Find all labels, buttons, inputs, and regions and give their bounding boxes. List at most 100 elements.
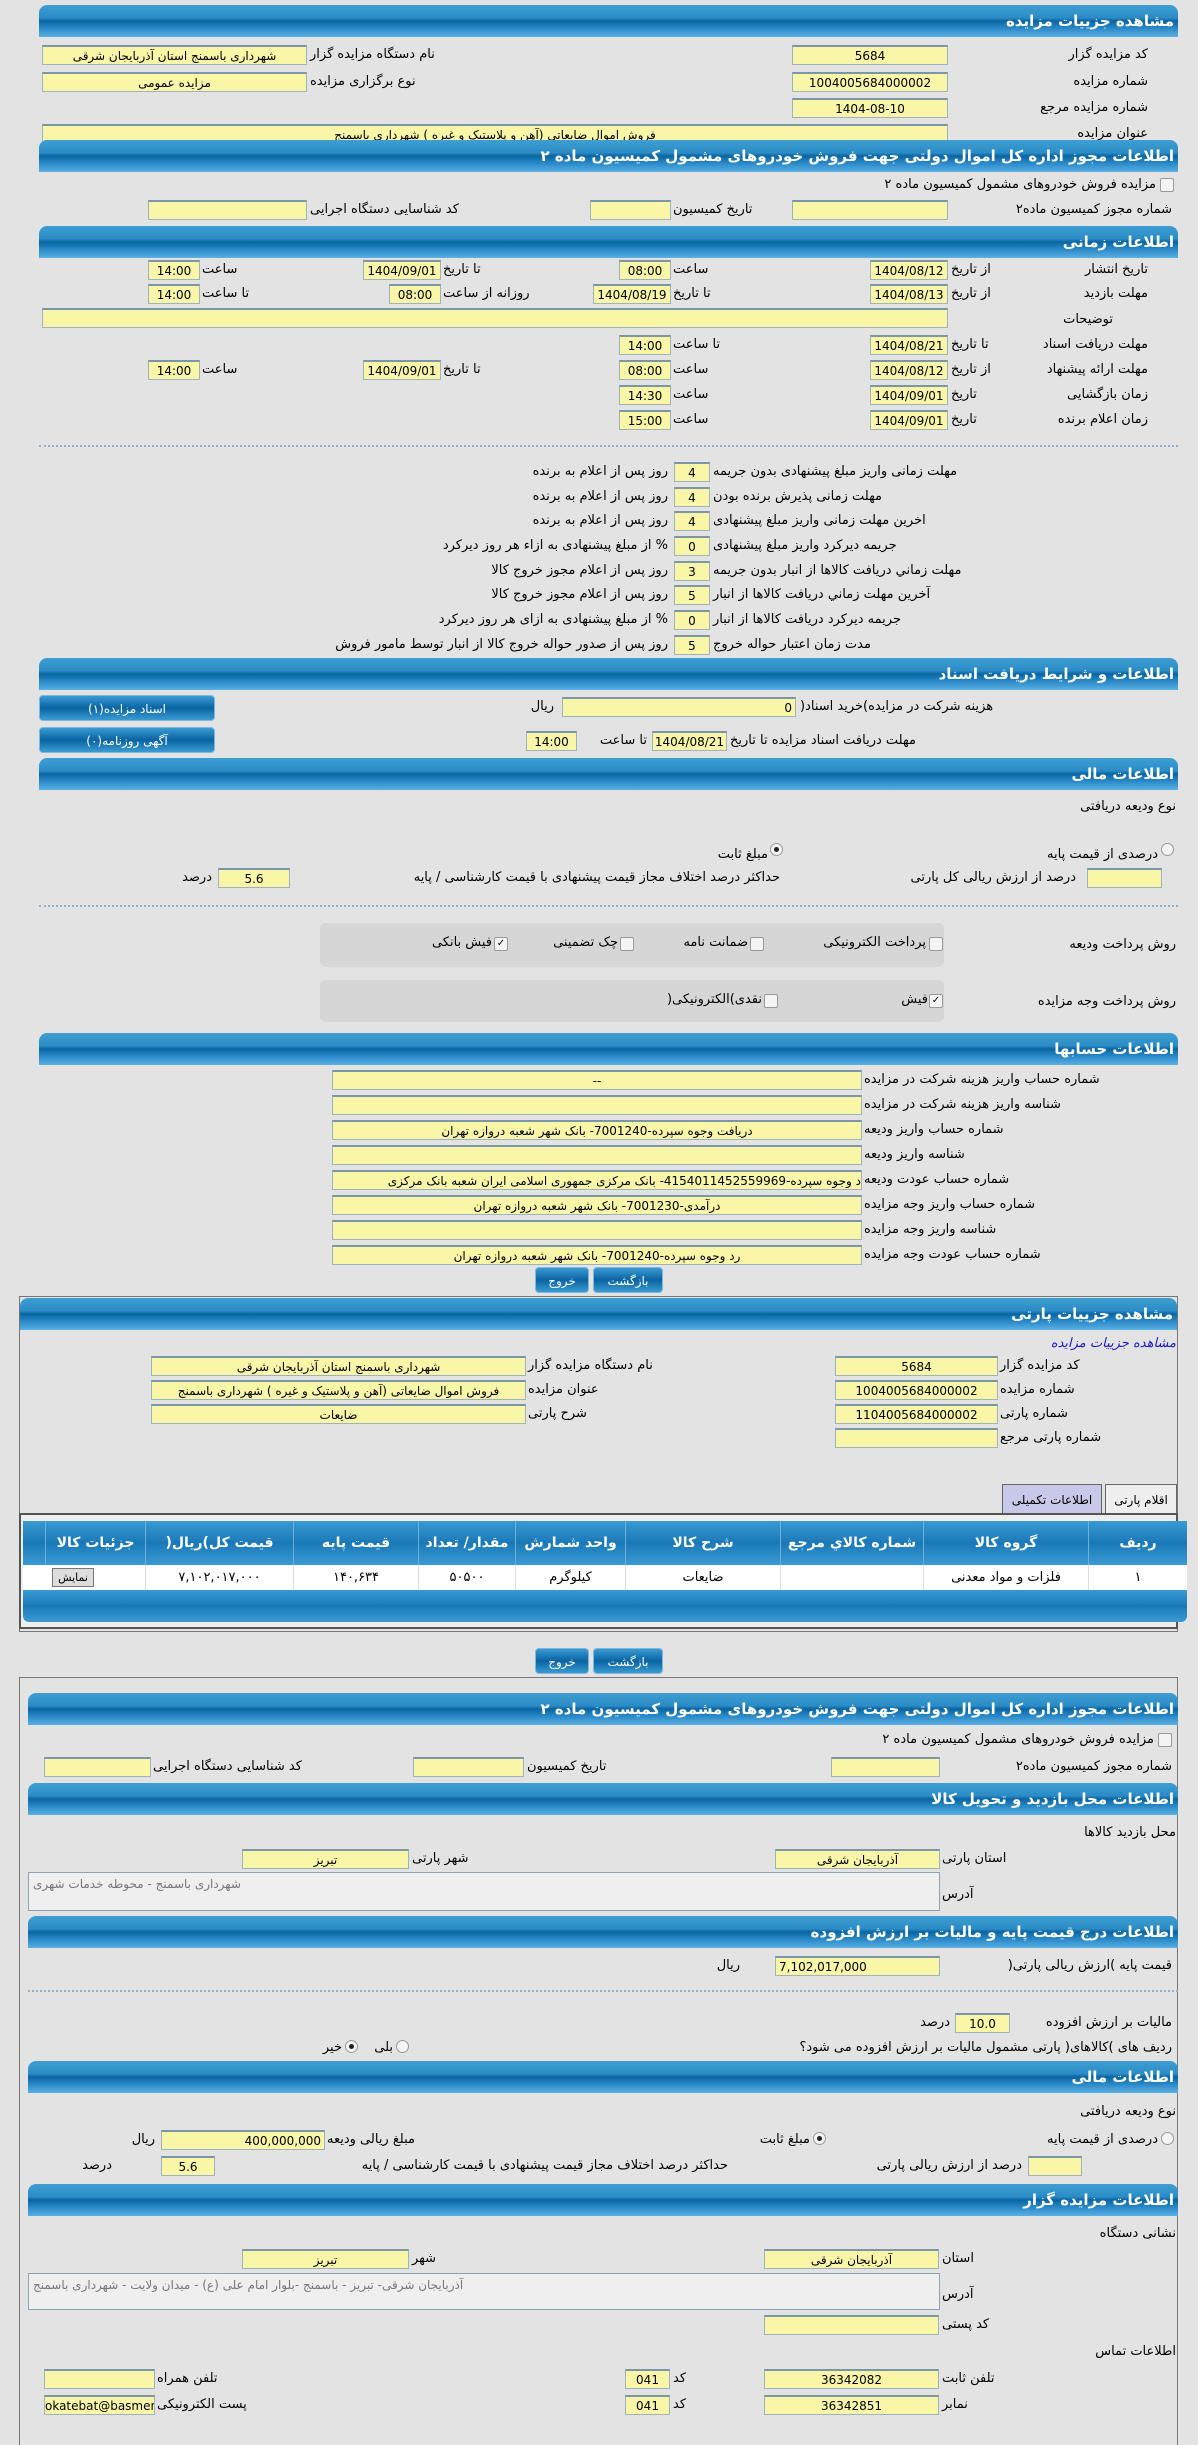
rule-value[interactable]: 0 (674, 610, 710, 630)
docs-deadline-date[interactable]: 1404/08/21 (652, 731, 727, 751)
exit-button[interactable]: خروج (535, 1267, 589, 1293)
offer-to-time[interactable]: 14:00 (148, 360, 200, 380)
phone-field[interactable]: 36342082 (764, 2369, 939, 2389)
email-field[interactable]: okatebat@basmenj (44, 2395, 155, 2415)
percent-field[interactable] (1028, 2156, 1082, 2176)
rule-value[interactable]: 5 (674, 635, 710, 655)
commission-date-field[interactable] (590, 200, 671, 220)
visit-to-date[interactable]: 1404/08/19 (593, 284, 671, 304)
offer-to-date[interactable]: 1404/09/01 (363, 360, 441, 380)
vat-yes-radio[interactable] (396, 2040, 409, 2053)
commission-date-field[interactable] (413, 1757, 524, 1777)
offer-from-date[interactable]: 1404/08/12 (870, 360, 948, 380)
account-field[interactable]: رد وجوه سپرده-7001240- بانک شهر شعبه درو… (332, 1245, 862, 1265)
docs-deadline-time[interactable]: 14:00 (526, 731, 577, 751)
electronic-payment-checkbox[interactable] (929, 937, 943, 951)
opening-date[interactable]: 1404/09/01 (870, 385, 948, 405)
fixed-amount-radio[interactable] (770, 843, 783, 856)
mobile-field[interactable] (44, 2369, 155, 2389)
max-diff-field[interactable]: 5.6 (161, 2156, 215, 2176)
description-field[interactable] (42, 308, 948, 328)
auction-details-link[interactable]: مشاهده جزییات مزایده (1050, 1336, 1176, 1351)
account-field[interactable]: -- (332, 1070, 862, 1090)
auction-title-field[interactable]: فروش اموال ضایعاتی (آهن و پلاستیک و غیره… (151, 1380, 526, 1400)
base-price-field[interactable]: 7,102,017,000 (775, 1956, 940, 1976)
rule-value[interactable]: 0 (674, 536, 710, 556)
rule-value[interactable]: 4 (674, 487, 710, 507)
province-field[interactable]: آذربایجان شرقی (764, 2249, 939, 2269)
account-field[interactable]: دریافت وجوه سپرده-7001240- بانک شهر شعبه… (332, 1120, 862, 1140)
back-button[interactable]: بازگشت (593, 1267, 663, 1293)
docs-to-time[interactable]: 14:00 (619, 335, 671, 355)
license-number-field[interactable] (792, 200, 948, 220)
account-field[interactable]: درآمدی-7001230- بانک شهر شعبه دروازه تهر… (332, 1195, 862, 1215)
auction-type-field[interactable]: مزایده عمومی (42, 72, 307, 92)
deposit-amount-field[interactable]: 400,000,000 (161, 2130, 325, 2150)
receipt-checkbox[interactable]: ✓ (929, 994, 943, 1008)
percent-of-base-radio[interactable] (1161, 843, 1174, 856)
newspaper-ads-button[interactable]: آگهی روزنامه(۰) (39, 727, 215, 753)
auction-number-field[interactable]: 1004005684000002 (835, 1380, 998, 1400)
percent-field[interactable] (1087, 868, 1162, 888)
publish-from-date[interactable]: 1404/08/12 (870, 260, 948, 280)
docs-to-date[interactable]: 1404/08/21 (870, 335, 948, 355)
fee-field[interactable]: 0 (562, 697, 796, 717)
party-province-field[interactable]: آذربایجان شرقی (775, 1849, 940, 1869)
zip-field[interactable] (764, 2315, 939, 2335)
fixed-amount-radio[interactable] (813, 2132, 826, 2145)
fax-area-code[interactable]: 041 (625, 2395, 670, 2415)
winner-date[interactable]: 1404/09/01 (870, 410, 948, 430)
phone-area-code[interactable]: 041 (625, 2369, 670, 2389)
fax-field[interactable]: 36342851 (764, 2395, 939, 2415)
tab-additional-info[interactable]: اطلاعات تکمیلی (1002, 1484, 1102, 1514)
commission-checkbox[interactable] (1160, 178, 1174, 192)
org-name-field[interactable]: شهرداری باسمنج استان آذربایجان شرقی (42, 45, 307, 65)
commission-checkbox[interactable] (1158, 1733, 1172, 1747)
check-checkbox[interactable] (620, 937, 634, 951)
rule-value[interactable]: 4 (674, 511, 710, 531)
auction-number-field[interactable]: 1004005684000002 (792, 72, 948, 92)
auction-docs-button[interactable]: اسناد مزایده(۱) (39, 695, 215, 721)
percent-of-base-radio[interactable] (1161, 2132, 1174, 2145)
account-field[interactable] (332, 1145, 862, 1165)
cash-electronic-checkbox[interactable] (764, 994, 778, 1008)
publish-to-time[interactable]: 14:00 (148, 260, 200, 280)
city-field[interactable]: تبریز (242, 2249, 409, 2269)
opening-time[interactable]: 14:30 (619, 385, 671, 405)
account-field[interactable] (332, 1095, 862, 1115)
back-button[interactable]: بازگشت (593, 1648, 663, 1674)
rule-value[interactable]: 5 (674, 585, 710, 605)
vat-no-radio[interactable] (345, 2040, 358, 2053)
party-number-field[interactable]: 1104005684000002 (835, 1404, 998, 1424)
vat-field[interactable]: 10.0 (955, 2013, 1010, 2033)
guarantee-checkbox[interactable] (750, 937, 764, 951)
visit-daily-time[interactable]: 08:00 (389, 284, 441, 304)
auctioneer-code-field[interactable]: 5684 (835, 1356, 998, 1376)
visit-from-date[interactable]: 1404/08/13 (870, 284, 948, 304)
party-address-field[interactable]: شهرداری باسمنج - محوطه خدمات شهری (28, 1872, 940, 1911)
exit-button[interactable]: خروج (535, 1648, 589, 1674)
org-name-field[interactable]: شهرداری باسمنج استان آذربایجان شرقی (151, 1356, 526, 1376)
bank-receipt-checkbox[interactable]: ✓ (494, 937, 508, 951)
tab-party-items[interactable]: اقلام پارتی (1105, 1484, 1177, 1514)
account-field[interactable]: د وجوه سپرده-4154011452559969- بانک مرکز… (332, 1170, 862, 1190)
license-number-field[interactable] (831, 1757, 940, 1777)
exec-id-field[interactable] (44, 1757, 151, 1777)
rule-value[interactable]: 4 (674, 462, 710, 482)
rule-value[interactable]: 3 (674, 561, 710, 581)
winner-time[interactable]: 15:00 (619, 410, 671, 430)
max-diff-field[interactable]: 5.6 (218, 868, 290, 888)
publish-to-date[interactable]: 1404/09/01 (363, 260, 441, 280)
show-details-button[interactable]: نمایش (52, 1568, 94, 1587)
party-city-field[interactable]: تبریز (242, 1849, 409, 1869)
party-ref-field[interactable] (835, 1428, 998, 1448)
offer-from-time[interactable]: 08:00 (619, 360, 671, 380)
publish-from-time[interactable]: 08:00 (619, 260, 671, 280)
visit-to-time[interactable]: 14:00 (148, 284, 200, 304)
org-address-field[interactable]: آذربایجان شرقی- تبریز - باسمنج -بلوار ام… (28, 2273, 940, 2310)
ref-number-field[interactable]: 1404-08-10 (792, 98, 948, 118)
account-field[interactable] (332, 1220, 862, 1240)
party-desc-field[interactable]: ضایعات (151, 1404, 526, 1424)
auctioneer-code-field[interactable]: 5684 (792, 45, 948, 65)
exec-id-field[interactable] (148, 200, 307, 220)
